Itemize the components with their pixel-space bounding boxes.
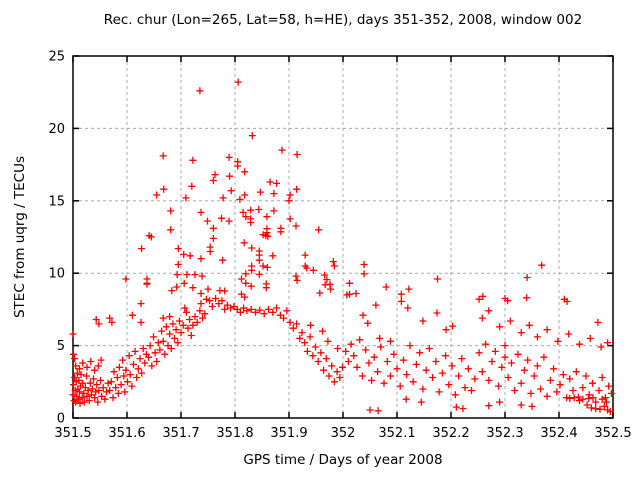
x-tick-label: 351.9 (270, 426, 307, 441)
x-tick-label: 352 (331, 426, 356, 441)
x-axis-label: GPS time / Days of year 2008 (243, 452, 443, 468)
y-tick-label: 15 (48, 194, 65, 209)
y-tick-label: 25 (48, 50, 65, 65)
x-tick-label: 352.1 (378, 426, 415, 441)
x-tick-label: 352.3 (486, 426, 523, 441)
x-tick-label: 352.5 (594, 426, 631, 441)
x-tick-label: 352.2 (432, 426, 469, 441)
y-tick-label: 5 (57, 339, 65, 354)
x-tick-label: 352.4 (540, 426, 577, 441)
y-tick-label: 0 (57, 412, 65, 427)
x-tick-label: 351.5 (54, 426, 91, 441)
y-tick-label: 10 (48, 267, 65, 282)
scatter-points (69, 78, 615, 415)
x-tick-label: 351.8 (216, 426, 253, 441)
y-tick-label: 20 (48, 122, 65, 137)
chart-title: Rec. chur (Lon=265, Lat=58, h=HE), days … (103, 12, 583, 28)
x-tick-label: 351.6 (108, 426, 145, 441)
x-tick-label: 351.7 (162, 426, 199, 441)
